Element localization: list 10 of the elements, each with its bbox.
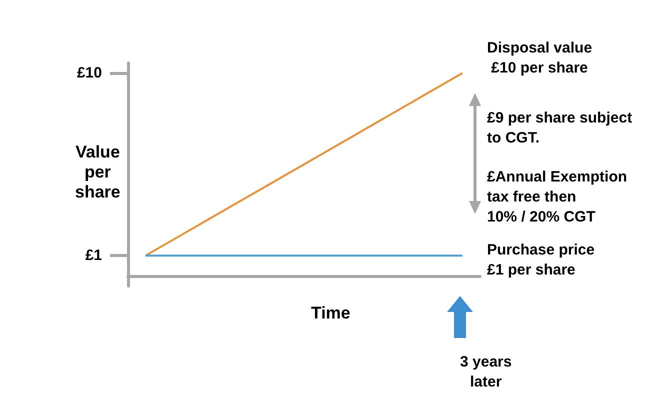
text: Purchase price £1 per share — [487, 242, 595, 278]
text: Disposal value £10 per share — [487, 40, 592, 76]
x-axis-title: Time — [311, 304, 350, 322]
text: 3 years later — [460, 354, 512, 390]
y-tick-label: £1 — [85, 247, 102, 264]
text: £9 per share subject to CGT. — [487, 110, 632, 146]
y-tick-label: £10 — [76, 64, 102, 82]
text: £Annual Exemption tax free then 10% / 20% CGT — [487, 168, 628, 226]
line-series — [144, 72, 464, 257]
y-axis-title: Value per share — [74, 142, 120, 202]
